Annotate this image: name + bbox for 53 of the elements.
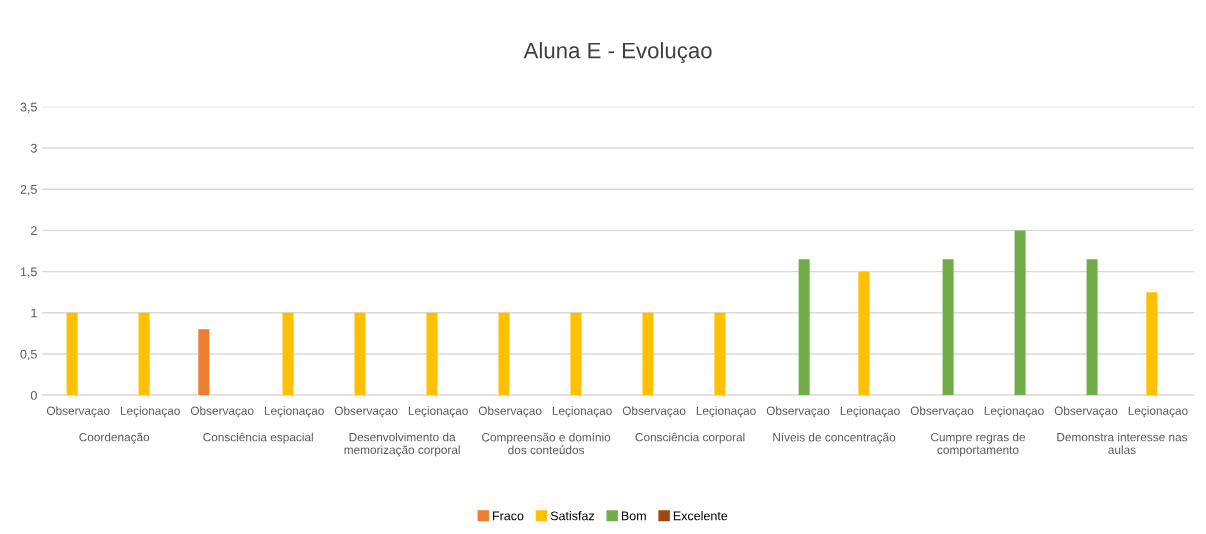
x-tick-label: Observaçao (334, 406, 398, 418)
bar (570, 312, 582, 396)
y-tick-label: 3 (30, 143, 37, 153)
x-tick-label: Leçionaçao (552, 406, 612, 418)
chart-title: Aluna E - Evoluçao (523, 42, 712, 63)
bar (1146, 292, 1158, 396)
bar (282, 312, 294, 396)
bar (498, 312, 510, 396)
bar (1014, 230, 1026, 396)
x-tick-label: Observaçao (766, 406, 830, 418)
text: Níveis de concentração (773, 432, 896, 444)
x-tick-label: Observaçao (1054, 406, 1118, 418)
legend-label: Bom (621, 511, 646, 521)
x-tick-label: Leçionaçao (120, 406, 180, 418)
x-tick-label: Observaçao (478, 406, 542, 418)
y-tick-label: 3,5 (20, 102, 37, 113)
x-tick-label: Leçionaçao (1128, 406, 1188, 418)
x-tick-label: Observaçao (622, 406, 686, 418)
legend-label: Fraco (493, 511, 524, 521)
bar (1086, 259, 1098, 396)
bar (798, 259, 810, 396)
x-tick-label: Observaçao (190, 406, 254, 418)
text: Coordenação (79, 432, 150, 444)
legend-label: Satisfaz (550, 511, 595, 521)
x-tick-label: Observaçao (910, 406, 974, 418)
x-tick-label: Leçionaçao (840, 406, 900, 418)
x-tick-label: Leçionaçao (408, 406, 468, 418)
bar (66, 312, 78, 396)
y-tick-label: 0 (30, 390, 37, 400)
text: Consciência corporal (635, 432, 745, 444)
y-tick-label: 2,5 (20, 184, 37, 196)
bar (354, 312, 366, 396)
bar (426, 312, 438, 396)
bar (858, 271, 870, 396)
y-tick-label: 1,5 (20, 267, 37, 278)
x-tick-label: Observaçao (46, 406, 110, 418)
text: Compreensão e domínio dos conteúdos (482, 432, 611, 455)
bar (198, 329, 210, 396)
bar (942, 259, 954, 396)
text: Demonstra interesse nas aulas (1057, 432, 1188, 455)
text: Desenvolvimento da memorização corporal (344, 432, 460, 457)
x-tick-label: Leçionaçao (696, 406, 756, 418)
y-tick-label: 2 (31, 226, 37, 235)
bar (138, 312, 150, 396)
x-tick-label: Leçionaçao (264, 406, 324, 418)
y-tick-label: 1 (31, 308, 37, 318)
x-tick-label: Leçionaçao (984, 406, 1044, 418)
legend-label: Excelente (673, 511, 728, 521)
bar (714, 312, 726, 396)
text: Cumpre regras de comportamento (931, 432, 1026, 457)
text: Consciência espacial (203, 432, 313, 444)
y-tick-label: 0,5 (20, 349, 37, 361)
bar (642, 312, 654, 396)
